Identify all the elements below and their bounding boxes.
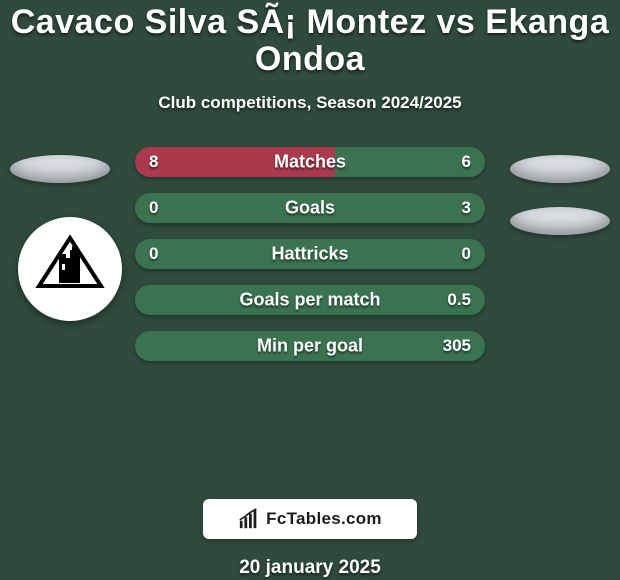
stat-label: Matches <box>274 151 346 172</box>
stat-row: Matches 8 6 <box>135 147 485 177</box>
stat-value-right: 0 <box>462 244 471 264</box>
stat-row: Goals 0 3 <box>135 193 485 223</box>
branding-badge: FcTables.com <box>203 499 417 539</box>
stat-value-right: 6 <box>462 152 471 172</box>
stat-value-right: 305 <box>443 336 471 356</box>
stat-value-left: 8 <box>149 152 158 172</box>
stat-row: Min per goal 305 <box>135 331 485 361</box>
stat-row: Hattricks 0 0 <box>135 239 485 269</box>
branding-text: FcTables.com <box>266 509 382 529</box>
stat-label: Goals <box>285 197 335 218</box>
player-avatar-right <box>510 155 610 183</box>
club-crest-left <box>18 217 122 321</box>
stat-value-left: 0 <box>149 244 158 264</box>
stat-value-right: 3 <box>462 198 471 218</box>
crest-icon <box>35 234 105 304</box>
chart-icon <box>238 508 260 530</box>
stat-label: Hattricks <box>271 243 348 264</box>
stat-value-left: 0 <box>149 198 158 218</box>
page-title: Cavaco Silva SÃ¡ Montez vs Ekanga Ondoa <box>0 4 620 79</box>
stat-value-right: 0.5 <box>447 290 471 310</box>
stat-label: Min per goal <box>257 335 363 356</box>
subtitle: Club competitions, Season 2024/2025 <box>0 93 620 113</box>
player-avatar-left <box>10 155 110 183</box>
date-text: 20 january 2025 <box>0 557 620 579</box>
club-crest-right <box>510 207 610 235</box>
stat-bars: Matches 8 6 Goals 0 3 Hattricks 0 0 Goals per mat… <box>135 147 485 377</box>
stat-row: Goals per match 0.5 <box>135 285 485 315</box>
stat-label: Goals per match <box>239 289 380 310</box>
content: Cavaco Silva SÃ¡ Montez vs Ekanga Ondoa … <box>0 0 620 113</box>
